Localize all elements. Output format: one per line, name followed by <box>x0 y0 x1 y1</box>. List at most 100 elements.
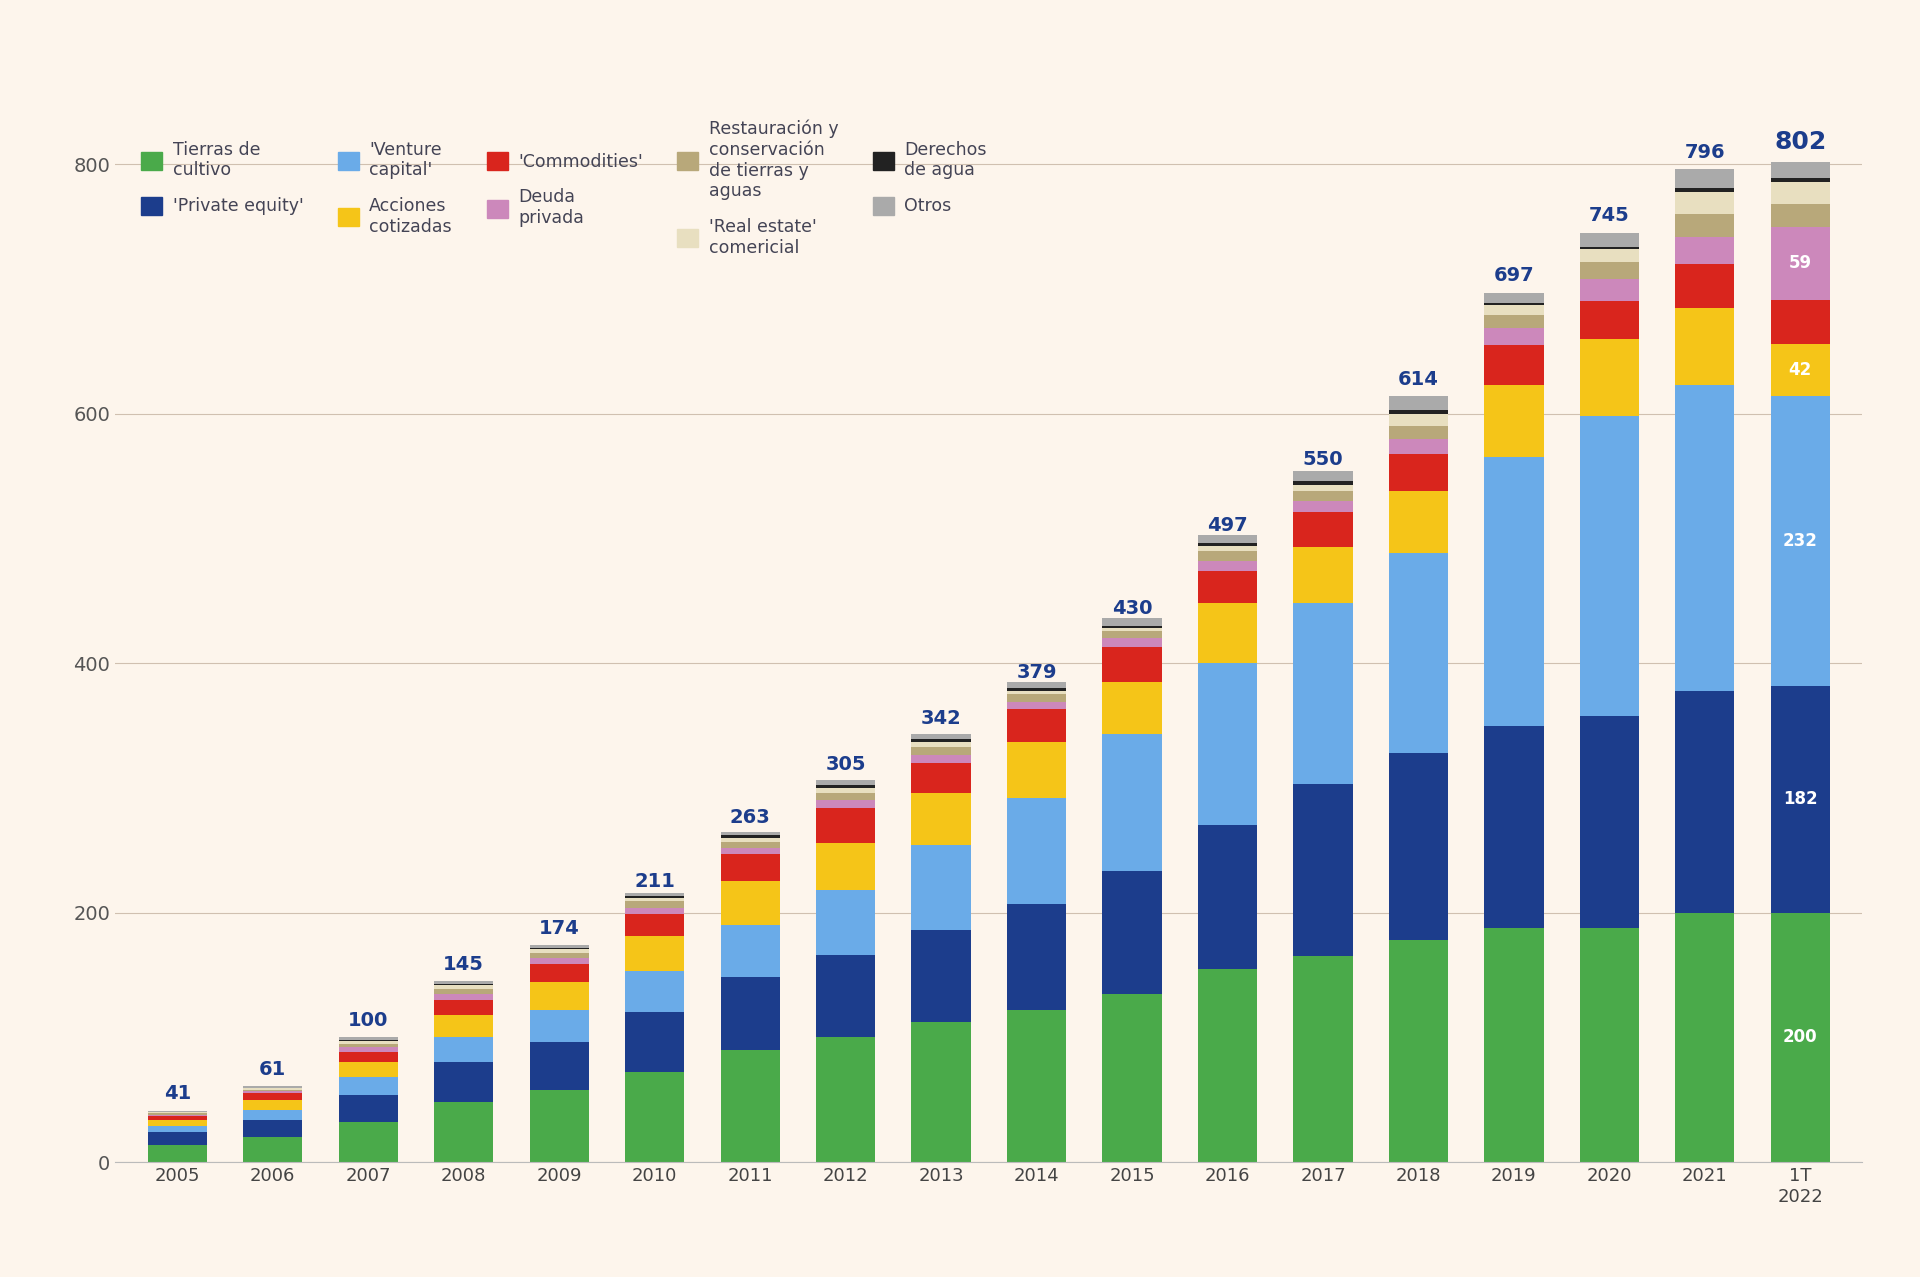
Bar <box>1580 338 1640 416</box>
Bar <box>1102 871 1162 994</box>
Bar <box>1294 603 1352 784</box>
Bar <box>1198 825 1258 969</box>
Bar <box>816 890 876 955</box>
Bar <box>244 1099 301 1110</box>
Bar <box>1580 715 1640 927</box>
Bar <box>1102 638 1162 647</box>
Bar <box>1580 278 1640 301</box>
Bar <box>1770 300 1830 344</box>
Bar <box>1198 969 1258 1162</box>
Bar <box>148 1116 207 1120</box>
Bar <box>338 1052 397 1062</box>
Bar <box>1102 631 1162 638</box>
Bar <box>1676 215 1734 236</box>
Bar <box>626 1013 684 1073</box>
Bar <box>1676 913 1734 1162</box>
Bar <box>912 845 972 930</box>
Bar <box>720 848 780 854</box>
Bar <box>1580 246 1640 249</box>
Bar <box>720 1050 780 1162</box>
Text: 796: 796 <box>1684 143 1726 162</box>
Bar <box>816 801 876 808</box>
Bar <box>1388 553 1448 753</box>
Bar <box>1484 305 1544 315</box>
Text: 802: 802 <box>1774 130 1826 155</box>
Bar <box>1676 236 1734 264</box>
Bar <box>626 908 684 914</box>
Bar <box>912 734 972 739</box>
Bar <box>1770 344 1830 396</box>
Bar <box>720 838 780 842</box>
Bar <box>434 988 493 994</box>
Bar <box>816 843 876 890</box>
Text: 305: 305 <box>826 755 866 774</box>
Text: 182: 182 <box>1784 790 1818 808</box>
Bar <box>434 985 493 988</box>
Text: 211: 211 <box>634 872 676 891</box>
Bar <box>1484 384 1544 457</box>
Bar <box>912 756 972 762</box>
Bar <box>1102 618 1162 626</box>
Bar <box>912 793 972 845</box>
Bar <box>1102 734 1162 871</box>
Bar <box>434 994 493 1000</box>
Bar <box>720 881 780 925</box>
Bar <box>1580 301 1640 338</box>
Bar <box>1294 485 1352 492</box>
Bar <box>530 1089 589 1162</box>
Bar <box>1676 188 1734 192</box>
Bar <box>1294 481 1352 485</box>
Bar <box>434 1015 493 1037</box>
Bar <box>816 785 876 788</box>
Text: 232: 232 <box>1784 533 1818 550</box>
Bar <box>1676 192 1734 215</box>
Bar <box>1770 686 1830 913</box>
Bar <box>338 1078 397 1094</box>
Bar <box>1388 410 1448 414</box>
Bar <box>1388 753 1448 940</box>
Text: 497: 497 <box>1208 516 1248 535</box>
Bar <box>244 1093 301 1099</box>
Bar <box>1770 178 1830 181</box>
Text: 100: 100 <box>348 1011 388 1029</box>
Bar <box>244 1110 301 1120</box>
Bar <box>148 1144 207 1162</box>
Bar <box>1198 545 1258 550</box>
Bar <box>1294 512 1352 547</box>
Bar <box>244 1085 301 1088</box>
Bar <box>912 739 972 742</box>
Bar <box>1484 315 1544 328</box>
Text: 59: 59 <box>1789 254 1812 272</box>
Bar <box>1102 647 1162 682</box>
Bar <box>338 1094 397 1122</box>
Bar <box>1006 702 1066 709</box>
Text: 61: 61 <box>259 1060 286 1079</box>
Bar <box>1006 695 1066 702</box>
Bar <box>1484 292 1544 303</box>
Bar <box>1294 956 1352 1162</box>
Bar <box>1770 226 1830 300</box>
Bar <box>720 831 780 835</box>
Bar <box>244 1120 301 1137</box>
Bar <box>626 902 684 908</box>
Bar <box>1388 438 1448 453</box>
Bar <box>434 981 493 983</box>
Bar <box>912 1023 972 1162</box>
Text: 41: 41 <box>163 1084 190 1103</box>
Bar <box>434 1037 493 1062</box>
Bar <box>1006 682 1066 688</box>
Bar <box>244 1091 301 1093</box>
Bar <box>244 1137 301 1162</box>
Bar <box>1294 492 1352 501</box>
Text: 200: 200 <box>1784 1028 1818 1046</box>
Bar <box>1198 603 1258 663</box>
Bar <box>1198 571 1258 603</box>
Bar <box>1580 262 1640 278</box>
Bar <box>1388 427 1448 438</box>
Bar <box>816 780 876 785</box>
Bar <box>1006 798 1066 904</box>
Bar <box>1006 709 1066 742</box>
Bar <box>912 747 972 756</box>
Bar <box>1388 396 1448 410</box>
Bar <box>1102 628 1162 631</box>
